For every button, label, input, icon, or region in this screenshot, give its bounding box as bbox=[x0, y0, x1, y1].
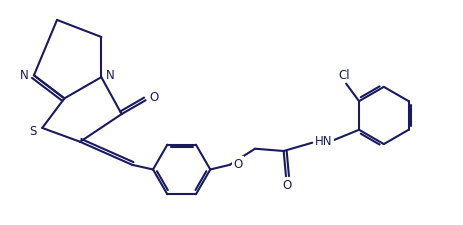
Text: N: N bbox=[106, 69, 115, 82]
Text: O: O bbox=[150, 91, 158, 104]
Text: O: O bbox=[233, 157, 243, 170]
Text: N: N bbox=[19, 69, 28, 81]
Text: S: S bbox=[29, 124, 37, 137]
Text: O: O bbox=[282, 178, 292, 191]
Text: Cl: Cl bbox=[338, 69, 350, 81]
Text: HN: HN bbox=[315, 134, 332, 147]
